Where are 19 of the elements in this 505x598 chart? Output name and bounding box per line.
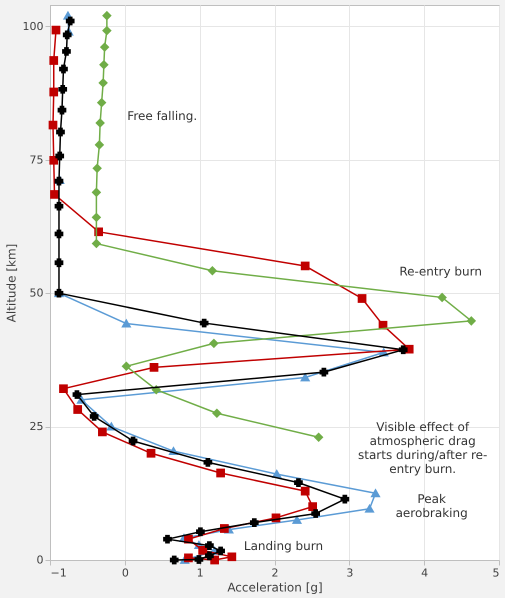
x-tick-label: 1	[196, 566, 204, 580]
annotation: Visible effect of atmospheric drag starts during/after re- entry burn.	[358, 420, 488, 476]
y-tick-label: 75	[30, 153, 44, 166]
annotation: Landing burn	[244, 539, 324, 554]
x-tick-label: 4	[421, 566, 428, 580]
x-tick-label: 3	[346, 566, 354, 580]
y-tick-label: 50	[30, 286, 44, 300]
annotation: Peak aerobraking	[396, 492, 468, 520]
annotation: Free falling.	[127, 109, 198, 123]
x-tick-label: 2	[272, 566, 278, 580]
y-tick-label: 100	[22, 20, 44, 33]
x-axis-title: Acceleration [g]	[227, 580, 323, 594]
annotation: Re-entry burn	[399, 264, 482, 278]
y-axis-title: Altitude [km]	[4, 244, 19, 322]
x-tick-label: −1	[50, 566, 67, 580]
y-tick-label: 25	[30, 420, 44, 434]
x-tick-label: 0	[122, 566, 129, 580]
x-tick-label: 5	[492, 566, 500, 580]
y-tick-label: 0	[36, 554, 44, 566]
